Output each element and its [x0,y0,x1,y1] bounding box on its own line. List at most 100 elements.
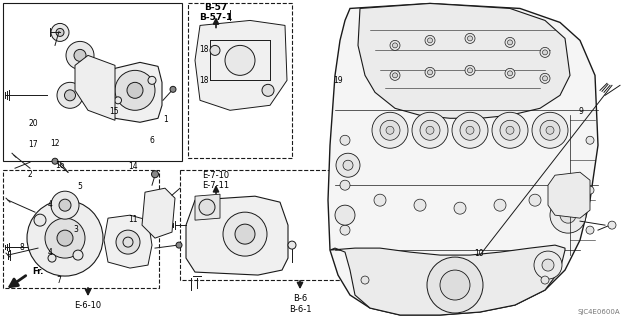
Circle shape [386,126,394,134]
Circle shape [57,230,73,246]
Text: 2: 2 [27,170,32,179]
Circle shape [466,126,474,134]
Circle shape [505,37,515,48]
Circle shape [440,270,470,300]
Text: 10: 10 [474,249,484,258]
Circle shape [374,194,386,206]
Circle shape [467,36,472,41]
Circle shape [428,38,433,43]
Circle shape [608,221,616,229]
Circle shape [426,126,434,134]
Circle shape [59,199,71,211]
Polygon shape [186,196,288,275]
Polygon shape [330,245,565,315]
Text: 12: 12 [51,139,60,148]
Text: 19: 19 [333,76,343,85]
Text: B-6
B-6-1: B-6 B-6-1 [289,294,311,314]
Text: 1: 1 [163,115,168,124]
Circle shape [235,224,255,244]
Circle shape [529,194,541,206]
Circle shape [392,73,397,78]
Circle shape [505,68,515,78]
Text: 7: 7 [56,276,61,285]
Circle shape [412,112,448,148]
Circle shape [390,41,400,50]
Circle shape [460,120,480,140]
Text: E-7-10
E-7-11: E-7-10 E-7-11 [202,170,230,190]
Polygon shape [104,215,152,268]
Text: SJC4E0600A: SJC4E0600A [577,309,620,315]
Circle shape [494,199,506,211]
Polygon shape [75,56,115,120]
Circle shape [500,120,520,140]
Circle shape [534,251,562,279]
Circle shape [340,225,350,235]
Circle shape [560,207,576,223]
Circle shape [66,41,94,69]
Circle shape [73,250,83,260]
Circle shape [414,199,426,211]
Circle shape [45,218,85,258]
Circle shape [74,49,86,61]
Circle shape [508,40,513,45]
Circle shape [380,120,400,140]
Circle shape [540,73,550,83]
Circle shape [56,28,64,36]
Circle shape [390,70,400,80]
Circle shape [225,45,255,75]
Polygon shape [195,194,220,220]
Circle shape [340,180,350,190]
Circle shape [48,254,56,262]
Circle shape [465,33,475,43]
Circle shape [210,45,220,56]
Circle shape [262,84,274,96]
Circle shape [425,35,435,45]
Circle shape [425,67,435,77]
Text: 14: 14 [128,162,138,171]
Circle shape [467,68,472,73]
Circle shape [372,112,408,148]
Text: Fr.: Fr. [32,267,44,276]
Circle shape [340,135,350,145]
Circle shape [540,48,550,57]
Circle shape [543,76,547,81]
Text: 8: 8 [19,243,24,252]
Text: 20: 20 [28,119,38,128]
Text: 17: 17 [28,140,38,149]
Circle shape [427,257,483,313]
Circle shape [170,86,176,92]
Circle shape [223,212,267,256]
Circle shape [361,276,369,284]
Polygon shape [358,4,570,118]
Text: 6: 6 [150,136,155,145]
Circle shape [454,202,466,214]
Text: 4: 4 [47,248,52,256]
Polygon shape [142,188,175,238]
Text: 4: 4 [47,200,52,209]
Circle shape [127,82,143,98]
Text: 5: 5 [77,182,82,191]
Text: 9: 9 [579,107,584,116]
Circle shape [52,158,58,164]
Circle shape [550,197,586,233]
Circle shape [392,43,397,48]
Circle shape [335,205,355,225]
Circle shape [546,126,554,134]
Circle shape [543,50,547,55]
Circle shape [152,171,159,178]
Circle shape [148,76,156,84]
Circle shape [452,112,488,148]
Text: 3: 3 [73,225,78,234]
Circle shape [542,259,554,271]
Circle shape [115,97,122,104]
Text: 15: 15 [109,107,119,116]
Circle shape [116,230,140,254]
Circle shape [586,136,594,144]
Circle shape [541,276,549,284]
Polygon shape [195,20,287,110]
Circle shape [65,90,76,101]
Circle shape [540,120,560,140]
Circle shape [343,160,353,170]
Circle shape [465,65,475,75]
Text: E-6-10: E-6-10 [74,300,102,309]
